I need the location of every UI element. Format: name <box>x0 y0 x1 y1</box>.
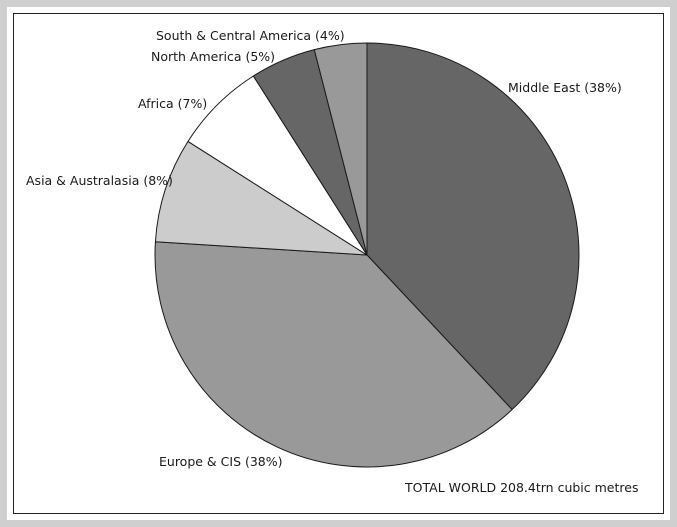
slice-label: South & Central America (4%) <box>156 28 345 43</box>
slice-label: Middle East (38%) <box>508 80 622 95</box>
chart-footnote: TOTAL WORLD 208.4trn cubic metres <box>404 480 638 495</box>
slice-label: North America (5%) <box>151 49 275 64</box>
pie-labels: Middle East (38%) Europe & CIS (38%) Asia … <box>26 28 622 469</box>
chart-border <box>13 13 664 514</box>
pie-slice <box>366 42 580 411</box>
slice-label: Asia & Australasia (8%) <box>26 173 173 188</box>
pie-slice <box>154 241 513 468</box>
pie-slice <box>154 140 368 256</box>
pie-slice <box>313 42 368 256</box>
pie-slices <box>154 42 580 468</box>
slice-label: Africa (7%) <box>138 96 207 111</box>
slice-label: Europe & CIS (38%) <box>159 454 283 469</box>
